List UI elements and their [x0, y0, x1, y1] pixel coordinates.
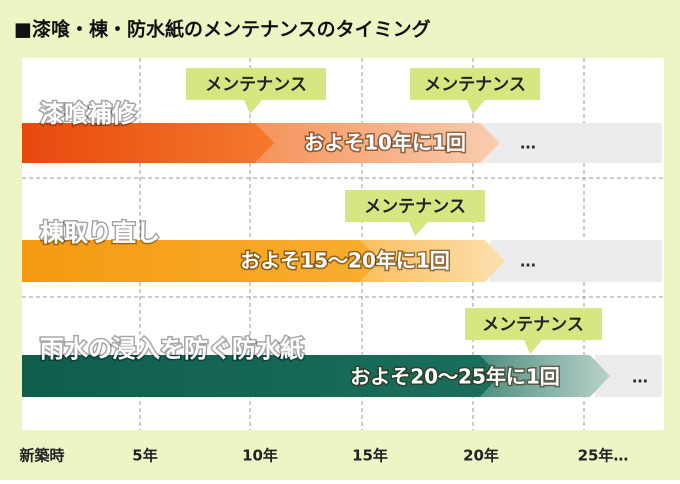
axis: 新築時 5年 10年 15年 20年 25年…: [19, 447, 628, 465]
ellipsis: …: [632, 368, 648, 387]
bar-segment: [255, 123, 500, 163]
callout-text: メンテナンス: [205, 75, 307, 95]
row-label: 漆喰補修: [40, 100, 137, 128]
bar-segment: [22, 123, 275, 163]
axis-label: 25年…: [578, 447, 629, 465]
callout-text: メンテナンス: [482, 315, 584, 335]
frequency: およそ15〜20年に1回: [240, 249, 450, 273]
axis-label: 新築時: [19, 447, 64, 465]
bar-segment: [22, 240, 380, 282]
bar-segment: [360, 240, 505, 282]
row: 漆喰補修 メンテナンス メンテナンス およそ10年に1回 …: [22, 68, 662, 163]
bar-segment: [480, 355, 610, 397]
row: 雨水の浸入を防ぐ防水紙 メンテナンス およそ20〜25年に1回 …: [22, 308, 662, 397]
bar-segment: [22, 355, 500, 397]
row-label: 棟取り直し: [40, 219, 160, 247]
axis-label: 20年: [463, 447, 499, 465]
frequency: およそ10年に1回: [304, 131, 466, 155]
callout-text: メンテナンス: [364, 197, 466, 217]
axis-label: 10年: [242, 447, 278, 465]
callout: [410, 68, 540, 114]
title: ■漆喰・棟・防水紙のメンテナンスのタイミング: [14, 18, 431, 41]
axis-label: 5年: [132, 447, 157, 465]
axis-label: 15年: [352, 447, 388, 465]
callout: [186, 68, 326, 114]
ellipsis: …: [520, 252, 536, 271]
bar-rest: [490, 240, 662, 282]
row: 棟取り直し メンテナンス およそ15〜20年に1回 …: [22, 190, 662, 282]
callout-text: メンテナンス: [424, 75, 526, 95]
ellipsis: …: [520, 134, 536, 153]
callout: [465, 308, 602, 354]
frequency: およそ20〜25年に1回: [350, 365, 560, 389]
row-label: 雨水の浸入を防ぐ防水紙: [40, 335, 304, 363]
bar-rest: [470, 123, 662, 163]
callout: [345, 190, 485, 236]
